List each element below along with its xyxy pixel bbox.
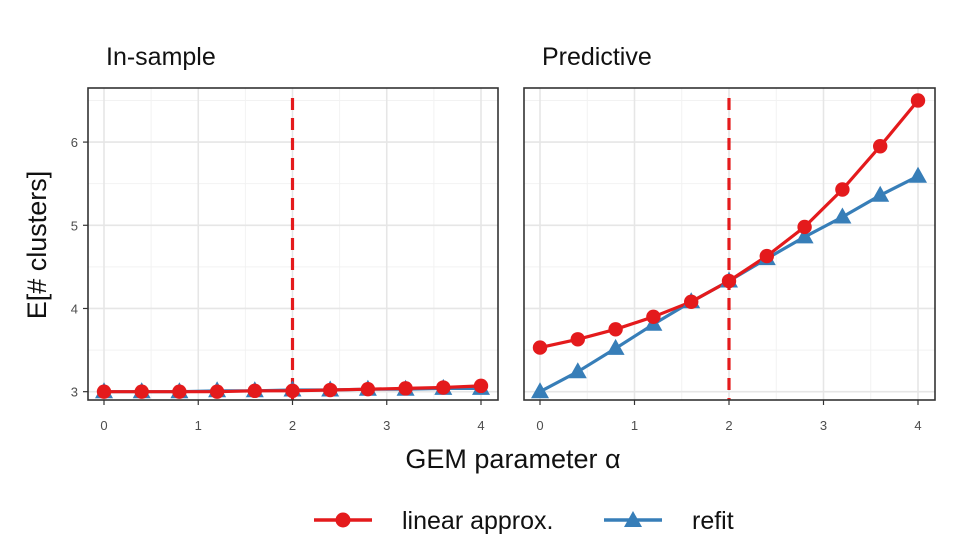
x-tick-label: 3 [820,418,827,433]
x-tick-label: 2 [289,418,296,433]
data-point-circle [96,384,112,399]
x-tick-label: 1 [631,418,638,433]
x-tick-label: 3 [383,418,390,433]
data-point-circle [398,381,413,396]
legend-circle-marker [335,512,351,528]
data-point-circle [360,381,376,397]
y-tick-label: 4 [71,301,78,316]
data-point-circle [797,219,812,235]
data-point-triangle [531,382,549,399]
x-tick-label: 4 [477,418,484,433]
x-tick-label: 0 [100,418,107,433]
panel-title-predictive: Predictive [542,43,652,71]
y-tick-label: 5 [71,218,78,233]
data-point-triangle [871,185,890,202]
data-point-circle [570,332,585,347]
data-point-circle [323,382,338,398]
data-point-triangle [909,166,927,183]
y-axis-title: E[# clusters] [22,171,52,320]
data-point-circle [532,340,548,355]
x-axis-title: GEM parameter α [405,444,620,474]
data-point-circle [684,294,699,310]
legend-label-linear-approx: linear approx. [402,507,553,535]
data-point-circle [209,384,225,399]
panel-title-in-sample: In-sample [106,43,216,71]
x-tick-label: 1 [195,418,202,433]
legend-label-refit: refit [692,507,734,535]
panel-in-sample: 0 1 2 3 4 3 4 5 6 [71,87,499,433]
y-tick-label: 3 [71,385,78,400]
data-point-circle [835,182,850,197]
data-point-circle [608,322,623,337]
data-point-triangle [833,207,852,224]
data-point-circle [721,273,737,289]
data-point-circle [646,309,661,324]
data-point-triangle [568,362,587,379]
data-point-triangle [606,338,625,355]
data-point-circle [473,378,489,394]
data-point-circle [285,383,300,399]
data-point-circle [247,383,262,399]
legend: linear approx. refit [314,507,734,535]
y-tick-label: 6 [71,135,78,150]
legend-triangle-marker [624,511,642,527]
data-point-circle [172,384,187,399]
data-point-circle [436,380,451,395]
x-tick-label: 0 [536,418,543,433]
panel-predictive: 0 1 2 3 4 [523,87,936,433]
x-tick-label: 2 [725,418,732,433]
data-point-triangle [795,227,814,244]
data-point-circle [910,93,926,108]
data-point-circle [134,384,149,399]
data-point-circle [873,139,888,154]
x-tick-label: 4 [914,418,921,433]
data-point-circle [759,248,774,264]
